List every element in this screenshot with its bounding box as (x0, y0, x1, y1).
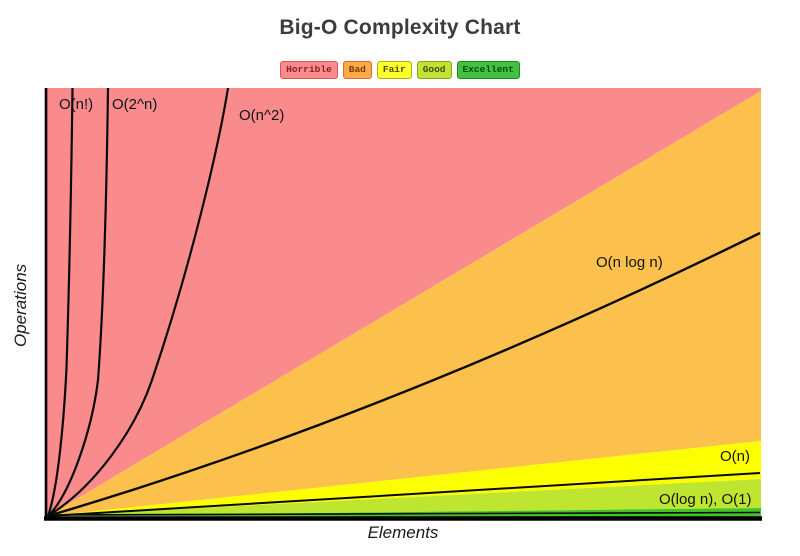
region-horrible (46, 88, 761, 516)
curve-o-log-n-o-1 (47, 511, 761, 516)
curve-label-o-n-factorial: O(n!) (59, 96, 94, 113)
legend-badge-good: Good (416, 61, 452, 79)
legend-badge-bad: Bad (342, 61, 372, 79)
legend-badge-horrible: Horrible (280, 61, 338, 79)
curve-o-n-factorial (46, 87, 74, 517)
legend-badge-fair: Fair (376, 61, 412, 79)
curve-label-o-log-n-o-1: O(log n), O(1) (659, 491, 752, 508)
curve-label-o-n-squared: O(n^2) (239, 107, 285, 124)
curve-label-o-n: O(n) (720, 448, 750, 465)
x-axis-label: Elements (367, 523, 439, 542)
region-bad (48, 91, 761, 516)
region-good (48, 479, 761, 516)
curve-o-2-pow-n (47, 87, 110, 517)
curve-o-n-squared (47, 87, 230, 517)
curve-label-o-n-log-n: O(n log n) (596, 254, 663, 271)
y-axis-label: Operations (11, 263, 30, 347)
region-fair (48, 441, 761, 516)
page-title: Big-O Complexity Chart (279, 16, 521, 39)
legend-badge-excellent: Excellent (456, 61, 520, 79)
legend: Horrible Bad Fair Good Excellent (0, 60, 800, 80)
curve-o-n-log-n (47, 231, 761, 518)
curve-label-o-2-pow-n: O(2^n) (112, 96, 158, 113)
curve-o-n (47, 472, 761, 517)
